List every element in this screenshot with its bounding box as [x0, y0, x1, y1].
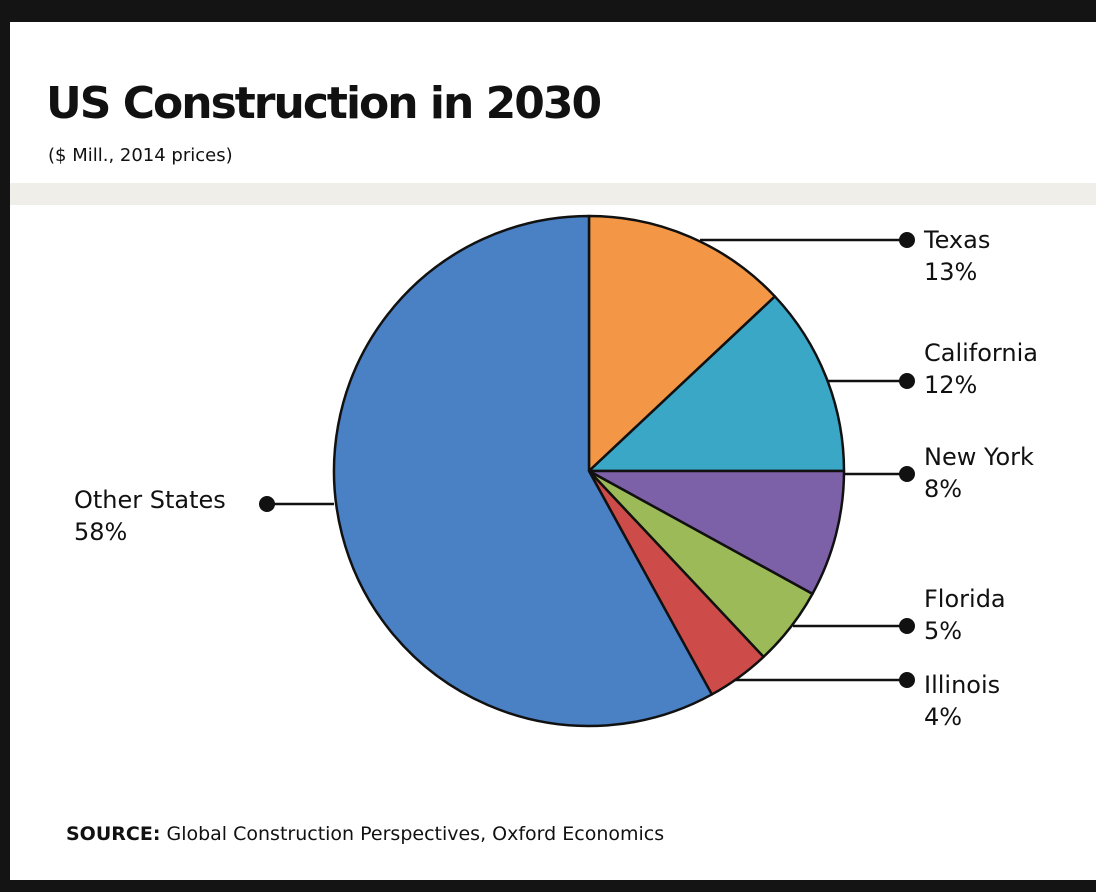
leader-dot-illinois — [899, 672, 915, 688]
leader-dot-other-states — [259, 496, 275, 512]
leader-dot-texas — [899, 232, 915, 248]
slice-label-texas: Texas — [923, 226, 990, 254]
chart-subtitle: ($ Mill., 2014 prices) — [48, 145, 233, 166]
slice-value-florida: 5% — [924, 617, 962, 645]
slice-label-illinois: Illinois — [924, 671, 1000, 699]
left-border — [0, 22, 10, 880]
slice-value-california: 12% — [924, 371, 977, 399]
top-border — [0, 0, 1096, 22]
slice-label-new-york: New York — [924, 443, 1034, 471]
slice-label-florida: Florida — [924, 585, 1006, 613]
pie-slice-new-york — [587, 469, 846, 596]
slice-value-new-york: 8% — [924, 475, 962, 503]
leader-dot-new-york — [899, 466, 915, 482]
pie-slice-texas — [587, 214, 777, 473]
slice-label-california: California — [924, 339, 1038, 367]
leader-dot-florida — [899, 618, 915, 634]
source-note: SOURCE: Global Construction Perspectives… — [66, 822, 664, 846]
leader-dot-california — [899, 373, 915, 389]
pie-slice-california — [587, 295, 846, 473]
slice-label-other-states: Other States — [74, 486, 226, 514]
slice-value-illinois: 4% — [924, 703, 962, 731]
source-text: Global Construction Perspectives, Oxford… — [166, 823, 665, 845]
pie-slice-other-states — [332, 214, 714, 728]
header-band — [10, 183, 1096, 205]
slice-value-other-states: 58% — [74, 518, 127, 546]
slice-value-texas: 13% — [924, 258, 977, 286]
chart-title: US Construction in 2030 — [46, 78, 602, 129]
source-label: SOURCE: — [66, 823, 161, 845]
bottom-border — [0, 880, 1096, 892]
